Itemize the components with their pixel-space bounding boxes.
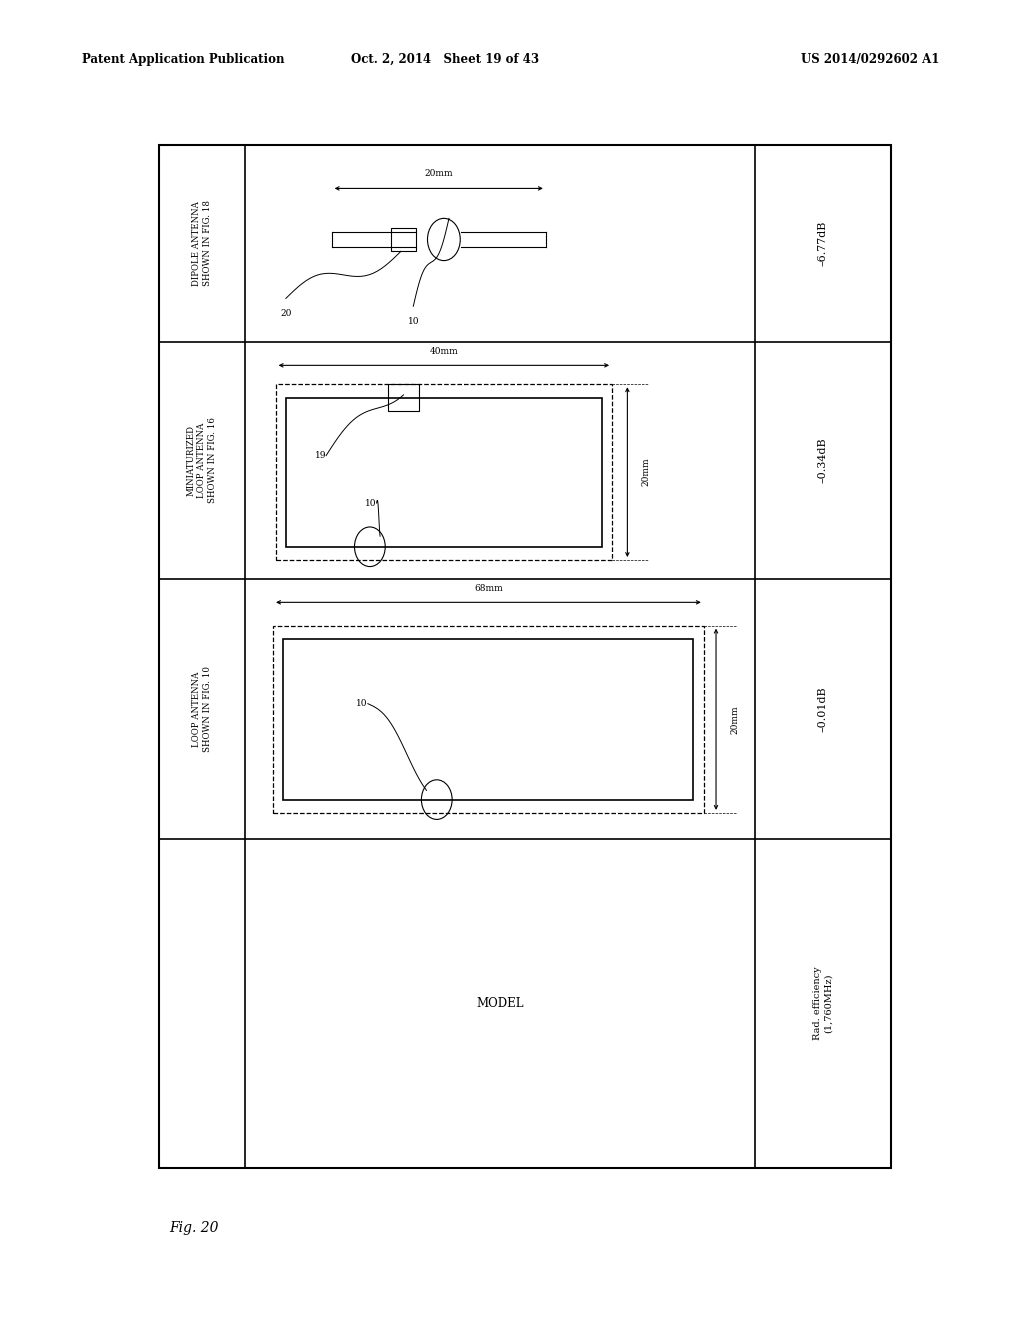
- Text: –0.34dB: –0.34dB: [818, 437, 827, 483]
- Text: Patent Application Publication: Patent Application Publication: [82, 53, 285, 66]
- Text: 10: 10: [408, 317, 419, 326]
- Bar: [284, 639, 693, 800]
- Bar: [286, 397, 602, 546]
- Bar: [159, 145, 891, 1168]
- Text: LOOP ANTENNA
SHOWN IN FIG. 10: LOOP ANTENNA SHOWN IN FIG. 10: [193, 665, 212, 752]
- Text: Oct. 2, 2014   Sheet 19 of 43: Oct. 2, 2014 Sheet 19 of 43: [351, 53, 540, 66]
- Text: 40mm: 40mm: [429, 347, 458, 356]
- Text: 68mm: 68mm: [474, 583, 503, 593]
- Text: MINIATURIZED
LOOP ANTENNA
SHOWN IN FIG. 16: MINIATURIZED LOOP ANTENNA SHOWN IN FIG. …: [187, 417, 217, 503]
- Text: Fig. 20: Fig. 20: [169, 1221, 218, 1234]
- Bar: [390, 227, 416, 251]
- Bar: [388, 384, 419, 411]
- Text: Rad. efficiency
(1,760MHz): Rad. efficiency (1,760MHz): [813, 966, 833, 1040]
- Text: 20mm: 20mm: [730, 705, 739, 734]
- Text: US 2014/0292602 A1: US 2014/0292602 A1: [801, 53, 940, 66]
- Text: 20mm: 20mm: [641, 458, 650, 487]
- Text: DIPOLE ANTENNA
SHOWN IN FIG. 18: DIPOLE ANTENNA SHOWN IN FIG. 18: [193, 201, 212, 286]
- Text: –6.77dB: –6.77dB: [818, 220, 827, 267]
- Bar: [275, 384, 612, 560]
- Text: 20: 20: [281, 309, 292, 318]
- Text: 10: 10: [356, 700, 368, 708]
- Bar: [273, 626, 703, 813]
- Text: 20mm: 20mm: [424, 169, 453, 178]
- Text: 19: 19: [314, 451, 326, 461]
- Text: 10: 10: [366, 499, 377, 507]
- Text: –0.01dB: –0.01dB: [818, 686, 827, 731]
- Text: MODEL: MODEL: [476, 997, 523, 1010]
